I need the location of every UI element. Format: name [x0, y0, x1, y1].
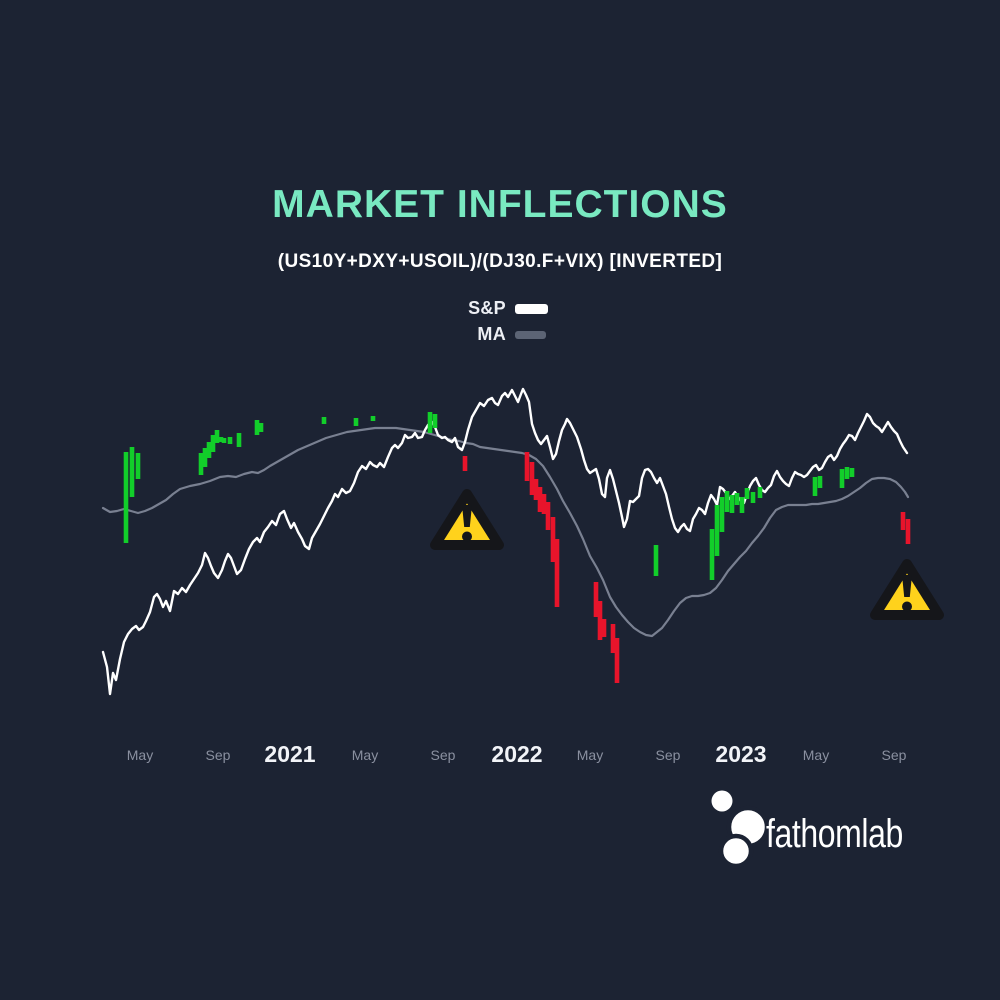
up-bar — [221, 438, 227, 443]
up-bar — [839, 469, 845, 488]
down-bar — [545, 502, 551, 530]
warning-triangle-icon — [430, 489, 504, 550]
down-bar — [524, 452, 530, 481]
up-bar — [123, 452, 129, 543]
legend-label-ma: MA — [477, 324, 506, 344]
down-bar — [541, 494, 547, 514]
up-bar — [653, 545, 659, 576]
down-bar — [550, 517, 556, 562]
legend-row-ma: MA — [410, 324, 590, 345]
warning-triangle-icon — [870, 559, 944, 620]
ma-line — [101, 426, 910, 638]
up-bar — [135, 453, 141, 479]
up-bar — [218, 437, 224, 442]
up-bar — [370, 416, 376, 421]
up-bar — [129, 447, 135, 497]
down-bar — [597, 601, 603, 640]
fathomlab-logo: fathomlab — [700, 785, 903, 873]
x-axis-year-label: 2023 — [715, 741, 766, 767]
up-bar — [817, 476, 823, 488]
x-axis-month-label: May — [803, 747, 829, 763]
legend-row-sp: S&P — [410, 298, 590, 319]
page-title: MARKET INFLECTIONS — [272, 183, 728, 226]
up-bar — [210, 435, 216, 452]
up-bar — [849, 468, 855, 477]
up-bar — [254, 420, 260, 435]
x-axis-year-label: 2021 — [264, 741, 315, 767]
legend: S&P MA — [0, 298, 1000, 345]
down-bar — [610, 624, 616, 653]
x-axis-month-label: Sep — [656, 747, 681, 763]
down-bar — [601, 619, 607, 637]
up-bar — [427, 412, 433, 433]
up-bar — [812, 477, 818, 496]
up-bar — [734, 493, 740, 505]
down-bar — [905, 519, 911, 544]
up-bar — [757, 487, 763, 498]
up-bar — [206, 442, 212, 458]
up-bar — [214, 430, 220, 443]
up-bar — [739, 497, 745, 513]
down-bar — [593, 582, 599, 617]
up-bar — [844, 467, 850, 479]
x-axis-month-label: May — [577, 747, 603, 763]
up-bar — [729, 495, 735, 513]
up-bar — [236, 433, 242, 447]
chart-formula-subtitle: (US10Y+DXY+USOIL)/(DJ30.F+VIX) [INVERTED… — [277, 251, 723, 272]
down-bar — [462, 456, 468, 471]
up-bar — [744, 488, 750, 499]
legend-label-sp: S&P — [468, 298, 506, 318]
down-bar — [533, 479, 539, 500]
x-axis-year-label: 2022 — [491, 741, 542, 767]
x-axis-month-label: Sep — [882, 747, 907, 763]
down-bar — [529, 462, 535, 495]
ma-line-swatch — [515, 330, 546, 339]
up-bar — [432, 414, 438, 428]
down-bar — [537, 487, 543, 512]
x-axis-month-label: May — [352, 747, 378, 763]
down-bar — [554, 539, 560, 607]
up-bar — [750, 492, 756, 503]
up-bar — [714, 505, 720, 556]
down-bar — [614, 638, 620, 683]
up-bar — [709, 529, 715, 580]
sp-line-swatch — [515, 303, 548, 314]
up-bar — [258, 423, 264, 432]
up-bar — [198, 453, 204, 475]
x-axis-month-label: May — [127, 747, 153, 763]
x-axis-month-label: Sep — [431, 747, 456, 763]
down-bar — [900, 512, 906, 530]
fathomlab-logo-text: fathomlab — [766, 812, 903, 856]
x-axis-month-label: Sep — [206, 747, 231, 763]
fathomlab-logo-icon — [711, 790, 770, 869]
up-bar — [321, 417, 327, 424]
up-bar — [353, 418, 359, 426]
up-bar — [202, 448, 208, 467]
up-bar — [719, 497, 725, 532]
sp-line — [101, 387, 909, 696]
up-bar — [724, 491, 730, 512]
up-bar — [227, 437, 233, 444]
